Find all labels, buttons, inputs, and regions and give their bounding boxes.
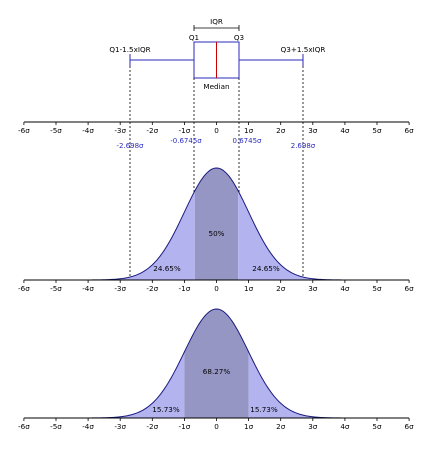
panel2-center-label: 68.27% <box>203 367 231 376</box>
axis-middle-tick-label: 1σ <box>244 284 254 293</box>
axis-top-tick-label: -3σ <box>114 126 126 135</box>
axis-bottom-tick-label: -4σ <box>82 422 94 431</box>
axis-middle-tick-label: -3σ <box>114 284 126 293</box>
panel2-left-label: 15.73% <box>152 405 180 414</box>
axis-top-tick-label: 2σ <box>276 126 286 135</box>
axis-middle-tick-label: 0 <box>214 284 219 293</box>
axis-top: -6σ -5σ -4σ -3σ -2σ -1σ 0 1σ 2σ 3σ 4σ 5σ 6σ -2.698σ … <box>18 121 414 150</box>
panel1-right-tail-region <box>238 190 410 280</box>
axis-middle-ticks: -6σ -5σ -4σ -3σ -2σ -1σ 0 1σ 2σ 3σ 4σ 5σ 6σ <box>18 280 414 293</box>
axis-top-tick-label: 5σ <box>372 126 382 135</box>
axis-top-ticks: -6σ -5σ -4σ -3σ -2σ -1σ 0 1σ 2σ 3σ 4σ 5σ 6σ <box>18 122 414 135</box>
panel1-center-region <box>194 168 239 280</box>
axis-middle-tick-label: 5σ <box>372 284 382 293</box>
axis-middle-tick-label: -1σ <box>179 284 191 293</box>
axis-bottom-tick-label: 6σ <box>405 422 415 431</box>
axis-bottom-tick-label: 1σ <box>244 422 254 431</box>
axis-top-tick-label: -2σ <box>146 126 158 135</box>
axis-middle-tick-label: -6σ <box>18 284 30 293</box>
axis-middle-tick-label: 6σ <box>405 284 415 293</box>
axis-middle-tick-label: -2σ <box>146 284 158 293</box>
axis-bottom-tick-label: -1σ <box>179 422 191 431</box>
axis-top-tick-label: 0 <box>214 126 219 135</box>
panel1-center-label: 50% <box>209 229 225 238</box>
axis-top-tick-label: 4σ <box>340 126 350 135</box>
axis-bottom-tick-label: -3σ <box>114 422 126 431</box>
marker-label-q1: -0.6745σ <box>170 137 202 145</box>
axis-bottom-tick-label: -6σ <box>18 422 30 431</box>
axis-top-tick-label: -4σ <box>82 126 94 135</box>
axis-top-tick-label: 1σ <box>244 126 254 135</box>
marker-label-q3: 0.6745σ <box>233 137 262 145</box>
panel2-center-region <box>184 309 249 418</box>
median-label: Median <box>203 82 229 91</box>
axis-top-tick-label: -6σ <box>18 126 30 135</box>
lower-whisker-label: Q1-1.5xIQR <box>109 45 150 54</box>
boxplot: IQR Q1 Q3 Median Q1-1.5xIQR Q3+1.5xIQR <box>109 17 325 91</box>
axis-bottom-tick-label: 4σ <box>340 422 350 431</box>
axis-bottom-tick-label: -2σ <box>146 422 158 431</box>
axis-middle-tick-label: 4σ <box>340 284 350 293</box>
panel-iqr-distribution: -6σ -5σ -4σ -3σ -2σ -1σ 0 1σ 2σ 3σ 4σ 5σ 6σ 24.65% 5… <box>18 167 414 293</box>
axis-middle-tick-label: -5σ <box>50 284 62 293</box>
axis-top-tick-label: 6σ <box>405 126 415 135</box>
axis-middle-tick-label: -4σ <box>82 284 94 293</box>
panel1-left-tail-region <box>23 190 195 280</box>
panel1-left-label: 24.65% <box>153 264 181 273</box>
panel-sigma-distribution: -6σ -5σ -4σ -3σ -2σ -1σ 0 1σ 2σ 3σ 4σ 5σ 6σ 15.73% 6… <box>18 308 414 431</box>
axis-bottom-tick-label: 0 <box>214 422 219 431</box>
q3-label: Q3 <box>234 33 244 42</box>
axis-bottom-ticks: -6σ -5σ -4σ -3σ -2σ -1σ 0 1σ 2σ 3σ 4σ 5σ 6σ <box>18 418 414 431</box>
axis-bottom-tick-label: 5σ <box>372 422 382 431</box>
axis-bottom-tick-label: -5σ <box>50 422 62 431</box>
axis-bottom-tick-label: 3σ <box>308 422 318 431</box>
axis-middle-tick-label: 3σ <box>308 284 318 293</box>
marker-label-lower-whisker: -2.698σ <box>116 142 144 150</box>
axis-top-tick-label: -1σ <box>179 126 191 135</box>
axis-top-tick-label: -5σ <box>50 126 62 135</box>
axis-bottom-tick-label: 2σ <box>276 422 286 431</box>
marker-label-upper-whisker: 2.698σ <box>291 142 316 150</box>
panel1-right-label: 24.65% <box>252 264 280 273</box>
q1-label: Q1 <box>189 33 199 42</box>
panel2-right-label: 15.73% <box>250 405 278 414</box>
panel2-right-tail-region <box>248 351 410 418</box>
panel2-left-tail-region <box>23 351 185 418</box>
iqr-label: IQR <box>210 17 223 26</box>
axis-top-tick-label: 3σ <box>308 126 318 135</box>
upper-whisker-label: Q3+1.5xIQR <box>281 45 326 54</box>
axis-middle-tick-label: 2σ <box>276 284 286 293</box>
